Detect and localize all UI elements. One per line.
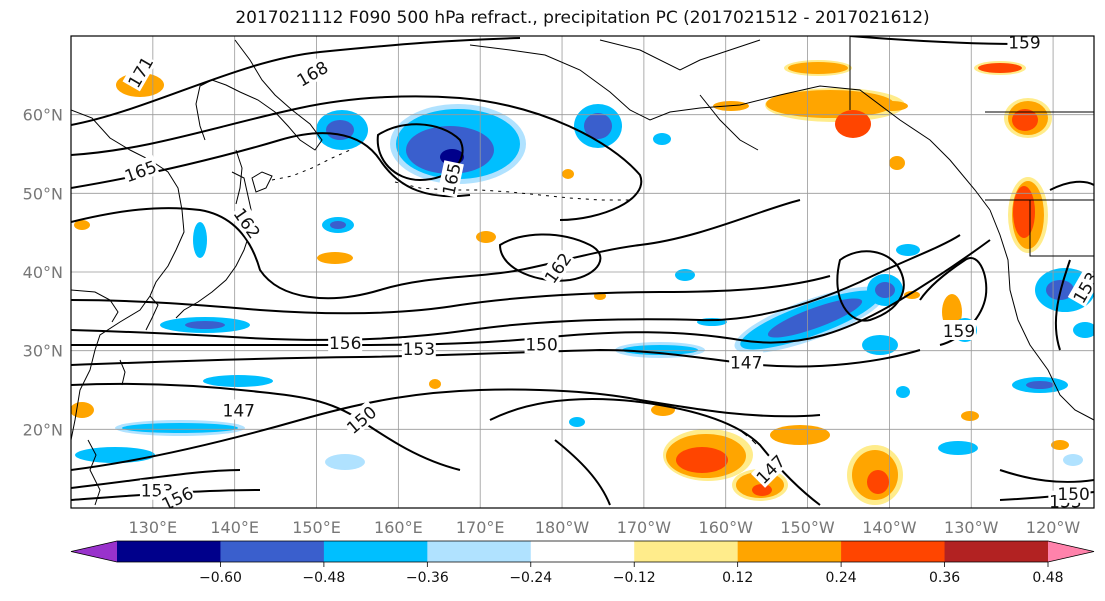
lon-tick-label: 130°W [944,518,999,537]
lon-tick-label: 120°W [1026,518,1081,537]
lon-tick-label: 170°W [617,518,672,537]
colorbar-tick-label: −0.48 [302,570,345,586]
colorbar-segment [944,541,1049,562]
svg-text:147: 147 [730,353,762,373]
contour-label: 159 [941,320,976,342]
colorbar-segment [634,541,739,562]
lon-tick-label: 160°W [699,518,754,537]
latitude-labels: 60°N 50°N 40°N 30°N 20°N [23,106,63,440]
contour-label: 156 [328,331,363,354]
contour-label: 147 [221,399,256,421]
svg-text:153: 153 [403,340,435,360]
colorbar-segment [737,541,842,562]
colorbar-segment [323,541,428,562]
colorbar-tick-label: −0.12 [613,570,656,586]
svg-text:150: 150 [525,335,557,355]
contour-label: 156 [157,481,197,508]
colorbar-arrow-low [71,541,117,562]
svg-text:156: 156 [329,334,361,354]
lon-tick-label: 130°E [129,518,178,537]
lat-tick-label: 40°N [23,263,63,282]
lon-tick-label: 150°W [780,518,835,537]
lon-tick-label: 150°E [292,518,341,537]
colorbar-segment [220,541,325,562]
colorbar-tick-label: 0.12 [722,570,753,586]
lat-tick-label: 60°N [23,106,63,125]
lon-tick-label: 170°E [456,518,505,537]
longitude-labels: 130°E 140°E 150°E 160°E 170°E 180°W 170°W 160°W… [129,518,1081,537]
colorbar-tick-label: 0.48 [1032,570,1063,586]
lon-tick-label: 140°W [862,518,917,537]
contour-label: 159 [1007,33,1042,53]
contour-label: 150 [524,333,559,355]
colorbar-segment [427,541,532,562]
colorbar: −0.60 −0.48 −0.36 −0.24 −0.12 0.12 0.24 0.36 0.4… [70,540,1095,586]
colorbar-outline [70,540,1095,563]
colorbar-tick-label: −0.60 [199,570,242,586]
svg-text:150: 150 [1057,485,1089,505]
lon-tick-label: 160°E [374,518,423,537]
lat-tick-label: 30°N [23,342,63,361]
colorbar-tick-label: −0.36 [406,570,449,586]
colorbar-segment [117,541,221,562]
colorbar-arrow-high [1048,541,1094,562]
colorbar-tick-label: 0.36 [929,570,960,586]
svg-text:147: 147 [223,401,255,421]
colorbar-segment [530,541,635,562]
lon-tick-label: 140°E [210,518,259,537]
contour-label: 153 [401,338,436,360]
lat-tick-label: 20°N [23,420,63,439]
lon-tick-label: 180°W [535,518,590,537]
colorbar-tick-label: 0.24 [826,570,857,586]
contour-label: 150 [1056,482,1091,505]
contour-label: 165 [437,160,466,198]
colorbar-tick-label: −0.24 [509,570,552,586]
svg-text:159: 159 [1008,33,1040,53]
figure-title: 2017021112 F090 500 hPa refract., precip… [235,8,930,28]
contour-label: 147 [729,351,764,373]
colorbar-segment [841,541,946,562]
lat-tick-label: 50°N [23,184,63,203]
svg-text:159: 159 [943,322,975,342]
map-frame [70,35,1095,509]
